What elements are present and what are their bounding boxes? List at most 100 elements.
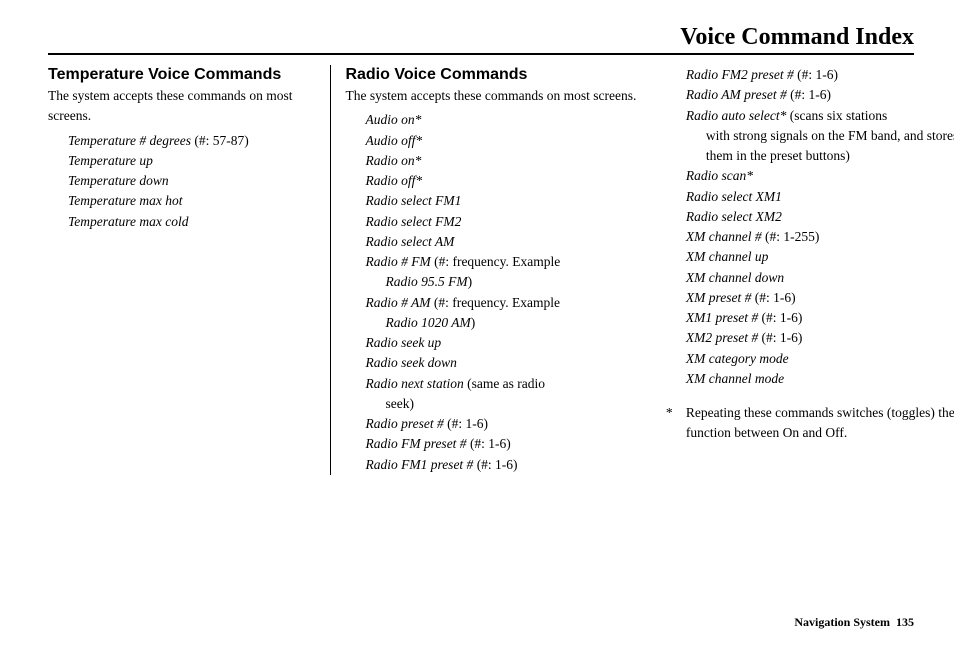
- command-name: XM channel up: [686, 249, 768, 264]
- command-item: Radio auto select* (scans six stations w…: [686, 106, 954, 167]
- command-item: Temperature down: [68, 171, 316, 191]
- command-item: Radio select FM1: [365, 191, 639, 211]
- footer-page-number: 135: [896, 615, 914, 629]
- command-name: Radio select AM: [365, 234, 454, 249]
- command-item: Radio FM preset # (#: 1-6): [365, 434, 639, 454]
- command-item: Radio select XM2: [686, 207, 954, 227]
- footnote-star: *: [666, 403, 686, 444]
- command-item: XM channel up: [686, 247, 954, 267]
- command-name: Radio on*: [365, 153, 421, 168]
- command-name: Radio seek down: [365, 355, 456, 370]
- command-note: (#: 1-6): [787, 87, 831, 102]
- command-name: Radio # FM: [365, 254, 430, 269]
- command-name: Temperature down: [68, 173, 169, 188]
- command-name: Radio AM preset #: [686, 87, 787, 102]
- command-note: (#: 1-6): [467, 436, 511, 451]
- command-note: (#: frequency. Example: [431, 254, 561, 269]
- command-name: Radio select XM2: [686, 209, 782, 224]
- command-item: Radio preset # (#: 1-6): [365, 414, 639, 434]
- command-name: Radio off*: [365, 173, 422, 188]
- command-item: Temperature max cold: [68, 212, 316, 232]
- command-name: XM channel down: [686, 270, 784, 285]
- command-item: XM1 preset # (#: 1-6): [686, 308, 954, 328]
- command-name: Audio off*: [365, 133, 422, 148]
- command-item: Radio FM2 preset # (#: 1-6): [686, 65, 954, 85]
- command-name: XM preset #: [686, 290, 751, 305]
- column-temperature: Temperature Voice Commands The system ac…: [48, 65, 331, 475]
- command-name: Radio FM2 preset #: [686, 67, 794, 82]
- command-item: Radio select AM: [365, 232, 639, 252]
- command-item: Temperature up: [68, 151, 316, 171]
- command-name: Radio next station: [365, 376, 463, 391]
- command-name: Temperature up: [68, 153, 153, 168]
- command-item: XM category mode: [686, 349, 954, 369]
- command-item: Radio # FM (#: frequency. Example Radio …: [365, 252, 639, 293]
- command-item: Radio on*: [365, 151, 639, 171]
- radio-intro: The system accepts these commands on mos…: [345, 86, 639, 106]
- command-name: Radio select FM2: [365, 214, 461, 229]
- command-item: Radio seek down: [365, 353, 639, 373]
- page: Voice Command Index Temperature Voice Co…: [0, 0, 954, 652]
- command-item: XM channel down: [686, 268, 954, 288]
- command-item: Audio on*: [365, 110, 639, 130]
- command-name: Radio FM1 preset #: [365, 457, 473, 472]
- command-sub: with strong signals on the FM band, and …: [686, 126, 954, 167]
- command-item: Radio seek up: [365, 333, 639, 353]
- command-item: XM2 preset # (#: 1-6): [686, 328, 954, 348]
- temperature-intro: The system accepts these commands on mos…: [48, 86, 316, 127]
- command-sub: seek): [365, 394, 639, 414]
- command-note: (#: 57-87): [191, 133, 249, 148]
- command-note: (#: frequency. Example: [430, 295, 560, 310]
- page-footer: Navigation System 135: [794, 615, 914, 630]
- command-item: XM preset # (#: 1-6): [686, 288, 954, 308]
- command-name: XM category mode: [686, 351, 789, 366]
- temperature-heading: Temperature Voice Commands: [48, 65, 316, 84]
- command-sub: Radio 1020 AM): [365, 313, 639, 333]
- command-item: Radio next station (same as radio seek): [365, 374, 639, 415]
- command-name: Temperature max cold: [68, 214, 189, 229]
- command-note: (#: 1-6): [758, 330, 802, 345]
- command-sub: Radio 95.5 FM): [365, 272, 639, 292]
- command-note: (#: 1-6): [444, 416, 488, 431]
- content-columns: Temperature Voice Commands The system ac…: [48, 65, 914, 475]
- command-note: (#: 1-6): [758, 310, 802, 325]
- command-name: Radio FM preset #: [365, 436, 466, 451]
- footnote-text: Repeating these commands switches (toggl…: [686, 403, 954, 444]
- command-note: (#: 1-6): [751, 290, 795, 305]
- column-radio: Radio Voice Commands The system accepts …: [331, 65, 651, 475]
- command-name: XM channel mode: [686, 371, 784, 386]
- temperature-command-list: Temperature # degrees (#: 57-87)Temperat…: [48, 131, 316, 232]
- command-name: XM2 preset #: [686, 330, 758, 345]
- radio-heading: Radio Voice Commands: [345, 65, 639, 84]
- command-item: Radio AM preset # (#: 1-6): [686, 85, 954, 105]
- command-name: Radio auto select*: [686, 108, 786, 123]
- command-name: Radio # AM: [365, 295, 430, 310]
- command-name: Radio seek up: [365, 335, 441, 350]
- command-note: (#: 1-6): [473, 457, 517, 472]
- command-name: XM1 preset #: [686, 310, 758, 325]
- footer-label: Navigation System: [794, 615, 890, 629]
- page-header: Voice Command Index: [48, 24, 914, 55]
- command-note: (same as radio: [464, 376, 545, 391]
- command-name: Temperature max hot: [68, 193, 183, 208]
- command-name: Radio select FM1: [365, 193, 461, 208]
- command-note: (#: 1-255): [762, 229, 820, 244]
- command-item: XM channel mode: [686, 369, 954, 389]
- radio-command-list-continued: Radio FM2 preset # (#: 1-6)Radio AM pres…: [666, 65, 954, 389]
- command-item: Temperature # degrees (#: 57-87): [68, 131, 316, 151]
- command-name: Radio select XM1: [686, 189, 782, 204]
- command-name: XM channel #: [686, 229, 762, 244]
- command-name: Temperature # degrees: [68, 133, 191, 148]
- command-note: (#: 1-6): [794, 67, 838, 82]
- command-item: Radio off*: [365, 171, 639, 191]
- command-item: Radio select XM1: [686, 187, 954, 207]
- command-item: XM channel # (#: 1-255): [686, 227, 954, 247]
- footnote: * Repeating these commands switches (tog…: [666, 403, 954, 444]
- command-note: (scans six stations: [786, 108, 887, 123]
- command-item: Temperature max hot: [68, 191, 316, 211]
- command-name: Audio on*: [365, 112, 421, 127]
- column-radio-continued: Radio FM2 preset # (#: 1-6)Radio AM pres…: [652, 65, 954, 475]
- command-item: Radio select FM2: [365, 212, 639, 232]
- radio-command-list: Audio on* Audio off* Radio on* Radio off* Ra…: [345, 110, 639, 475]
- page-title: Voice Command Index: [680, 24, 914, 50]
